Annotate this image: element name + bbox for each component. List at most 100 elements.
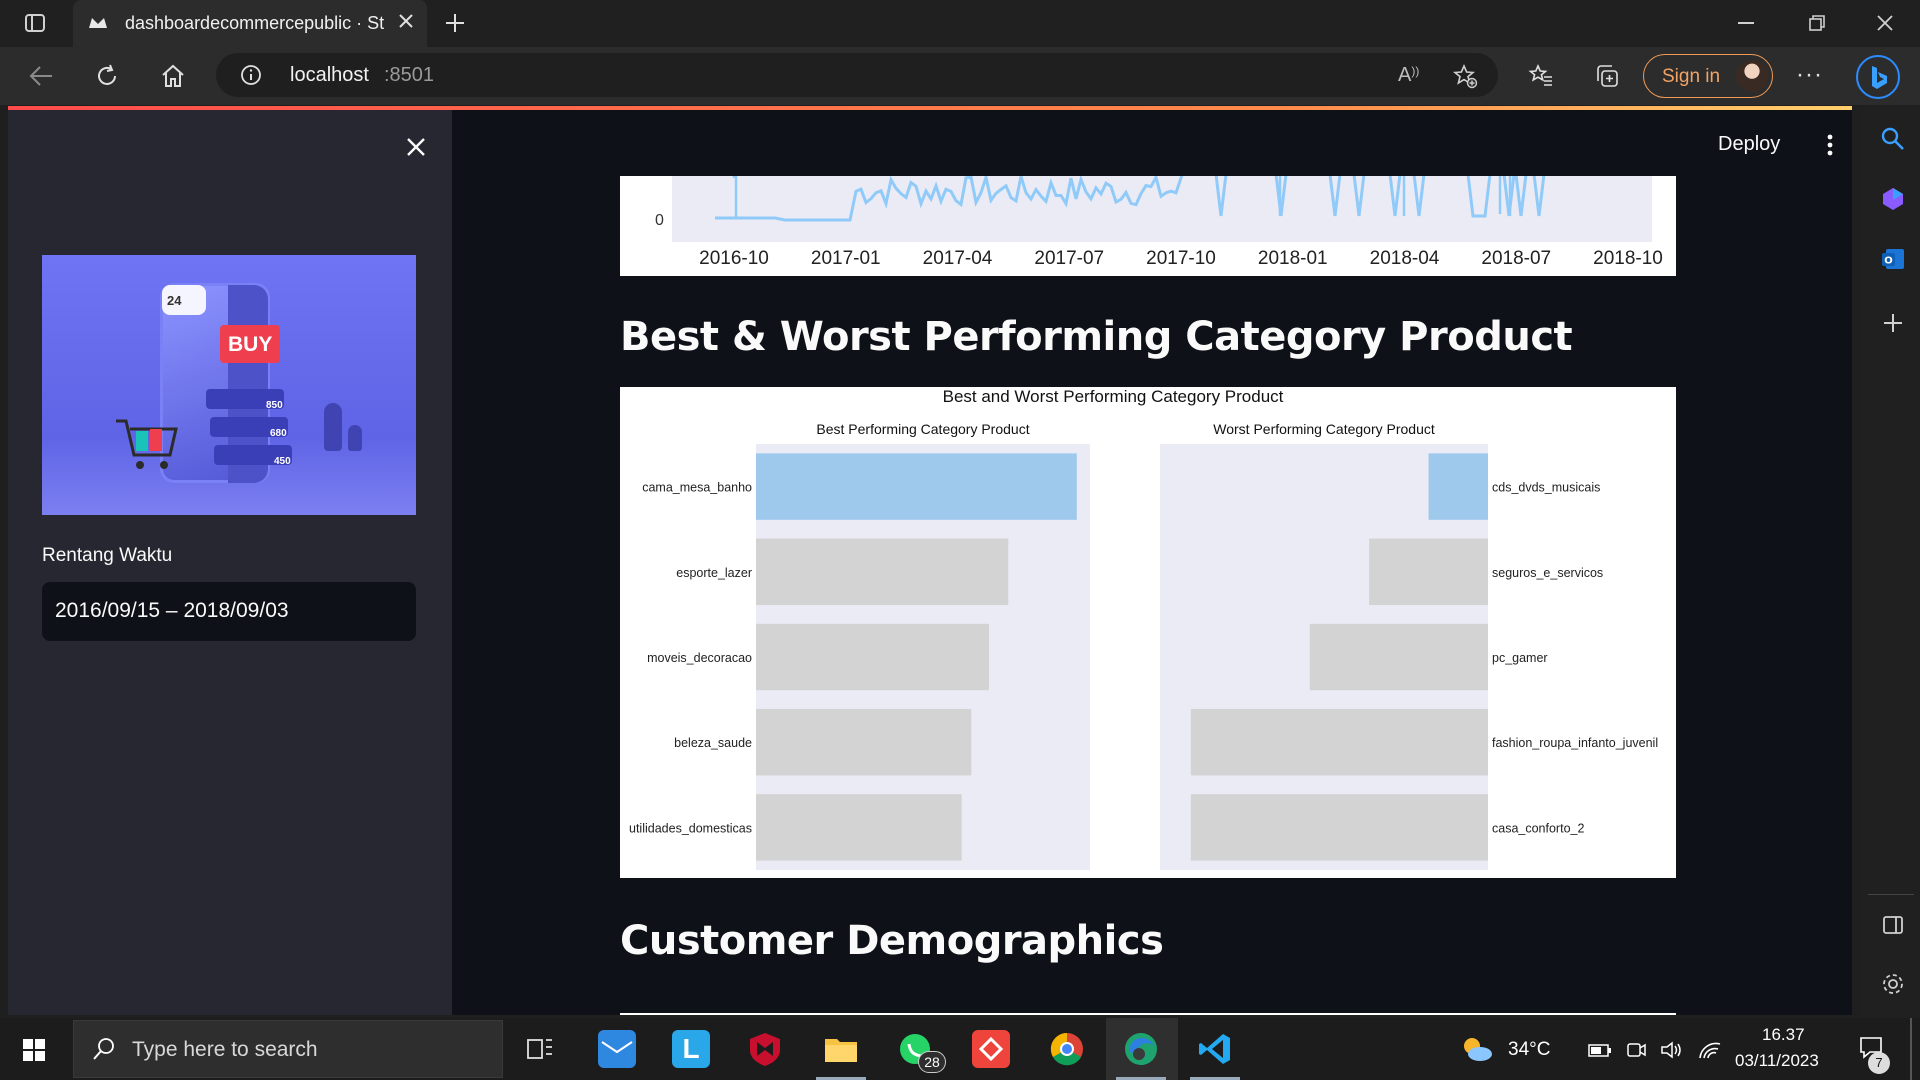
- timeseries-x-ticks: 2016-10 2017-01 2017-04 2017-07 2017-10 2018-…: [699, 248, 1663, 269]
- restore-icon[interactable]: [1808, 14, 1826, 37]
- subplot-title: Best Performing Category Product: [816, 421, 1029, 437]
- edge-running-indicator: [1116, 1077, 1166, 1080]
- row-value-1: 850: [266, 400, 283, 411]
- vscode-icon[interactable]: [1196, 1030, 1234, 1068]
- taskbar-search-placeholder: Type here to search: [132, 1038, 318, 1061]
- bar-casa_conforto_2: [1190, 794, 1488, 861]
- streamlit-loading-bar: [8, 106, 1852, 110]
- anydesk-icon[interactable]: [972, 1030, 1010, 1068]
- task-view-icon[interactable]: [526, 1036, 554, 1067]
- notification-badge: 7: [1868, 1052, 1890, 1074]
- clock-date[interactable]: 03/11/2023: [1735, 1051, 1819, 1070]
- sign-in-label: Sign in: [1662, 66, 1721, 87]
- read-aloud-icon[interactable]: A)): [1398, 64, 1420, 86]
- url-port: :8501: [384, 64, 435, 86]
- more-menu-icon[interactable]: ···: [1796, 61, 1823, 88]
- subplot-title: Worst Performing Category Product: [1213, 421, 1435, 437]
- buy-text: BUY: [228, 333, 273, 356]
- category-chart-svg: Best and Worst Performing Category Produ…: [629, 387, 1658, 891]
- sign-in-button[interactable]: Sign in: [1643, 54, 1773, 98]
- timeseries-x-tick: 2018-01: [1258, 248, 1328, 269]
- timeseries-x-tick: 2018-10: [1593, 248, 1663, 269]
- edge-sidebar: O: [1862, 106, 1920, 1018]
- search-icon[interactable]: [1880, 126, 1906, 157]
- battery-icon[interactable]: [1588, 1042, 1612, 1063]
- tab-actions-icon[interactable]: [24, 12, 46, 39]
- close-sidebar-icon[interactable]: [405, 136, 427, 163]
- bar-utilidades_domesticas: [756, 794, 962, 861]
- add-sidebar-app-icon[interactable]: [1882, 312, 1904, 339]
- bing-copilot-icon[interactable]: [1856, 55, 1900, 99]
- browser-tab-bar: dashboardecommercepublic · Str: [0, 0, 1920, 47]
- active-tab[interactable]: dashboardecommercepublic · Str: [73, 0, 427, 47]
- volume-icon[interactable]: [1660, 1040, 1684, 1065]
- bar-cds_dvds_musicais: [1428, 453, 1488, 520]
- avatar: [1736, 60, 1768, 92]
- close-tab-icon[interactable]: [397, 12, 415, 35]
- url-field[interactable]: localhost :8501 A)): [216, 53, 1498, 97]
- meet-now-icon[interactable]: [1626, 1040, 1646, 1065]
- category-section-heading: Best & Worst Performing Category Product: [620, 314, 1573, 360]
- svg-text:O: O: [1884, 256, 1893, 267]
- bar-seguros_e_servicos: [1369, 538, 1488, 606]
- site-info-icon[interactable]: [240, 64, 262, 91]
- weather-icon[interactable]: [1460, 1034, 1494, 1069]
- show-desktop-strip[interactable]: [1910, 1018, 1912, 1080]
- category-label: fashion_roupa_infanto_juvenil: [1492, 736, 1658, 750]
- launcher-l-app-icon[interactable]: L: [672, 1030, 710, 1068]
- category-label: cama_mesa_banho: [642, 481, 752, 495]
- minimize-icon[interactable]: [1738, 22, 1754, 24]
- file-explorer-icon[interactable]: [822, 1030, 860, 1068]
- windows-taskbar: Type here to search L 28 34°C 16.37 03/1…: [0, 1018, 1920, 1080]
- chart-main-title: Best and Worst Performing Category Produ…: [943, 387, 1284, 406]
- windows-start-icon[interactable]: [22, 1038, 46, 1067]
- mail-app-icon[interactable]: [598, 1030, 636, 1068]
- deploy-button[interactable]: Deploy: [1718, 133, 1781, 155]
- hide-sidebar-icon[interactable]: [1882, 914, 1904, 941]
- notification-center-icon[interactable]: [1858, 1034, 1886, 1067]
- main-menu-icon[interactable]: [1826, 134, 1834, 161]
- settings-gear-icon[interactable]: [1881, 972, 1905, 1001]
- bar-moveis_decoracao: [756, 623, 989, 691]
- date-range-input[interactable]: 2016/09/15 – 2018/09/03: [42, 582, 416, 641]
- streamlit-sidebar: BUY 24 850 680 450 Rentang Waktu 2016/09…: [8, 110, 452, 1015]
- back-icon[interactable]: [28, 64, 54, 93]
- category-label: casa_conforto_2: [1492, 821, 1584, 835]
- bar-cama_mesa_banho: [756, 453, 1077, 520]
- refresh-icon[interactable]: [94, 63, 120, 94]
- streamlit-favicon-icon: [87, 14, 109, 37]
- date-range-label: Rentang Waktu: [42, 545, 173, 566]
- next-chart-top-edge: [620, 1013, 1676, 1015]
- clock-time[interactable]: 16.37: [1762, 1025, 1805, 1044]
- bar-esporte_lazer: [756, 538, 1009, 606]
- cart-icon: [114, 415, 184, 480]
- close-window-icon[interactable]: [1876, 14, 1894, 37]
- category-label: utilidades_domesticas: [629, 821, 752, 835]
- badge-24-text: 24: [167, 293, 182, 308]
- add-favorite-icon[interactable]: [1452, 63, 1478, 94]
- favorites-icon[interactable]: [1528, 63, 1554, 94]
- outlook-icon[interactable]: O: [1880, 246, 1906, 277]
- bar-fashion_roupa_infanto_juvenil: [1190, 708, 1488, 776]
- collections-icon[interactable]: [1594, 63, 1620, 94]
- row-value-3: 450: [274, 456, 291, 467]
- shopping-illustration: BUY 24 850 680 450: [42, 255, 416, 515]
- timeseries-x-tick: 2017-04: [923, 248, 993, 269]
- copilot-icon[interactable]: [1880, 186, 1906, 217]
- rail-divider: [1868, 894, 1914, 895]
- bar-beleza_saude: [756, 708, 972, 776]
- mcafee-app-icon[interactable]: [746, 1030, 784, 1068]
- wifi-icon[interactable]: [1698, 1040, 1722, 1065]
- whatsapp-badge: 28: [918, 1051, 946, 1073]
- taskbar-search[interactable]: Type here to search: [73, 1020, 503, 1078]
- category-label: beleza_saude: [674, 736, 752, 750]
- tab-title: dashboardecommercepublic · Str: [125, 13, 385, 33]
- new-tab-icon[interactable]: [444, 12, 466, 39]
- timeseries-x-tick: 2017-10: [1146, 248, 1216, 269]
- vscode-running-indicator: [1190, 1077, 1240, 1080]
- home-icon[interactable]: [160, 63, 186, 94]
- chrome-icon[interactable]: [1048, 1030, 1086, 1068]
- edge-icon[interactable]: [1122, 1030, 1160, 1068]
- timeseries-y-tick-0: 0: [655, 212, 664, 229]
- weather-temperature: 34°C: [1508, 1039, 1551, 1060]
